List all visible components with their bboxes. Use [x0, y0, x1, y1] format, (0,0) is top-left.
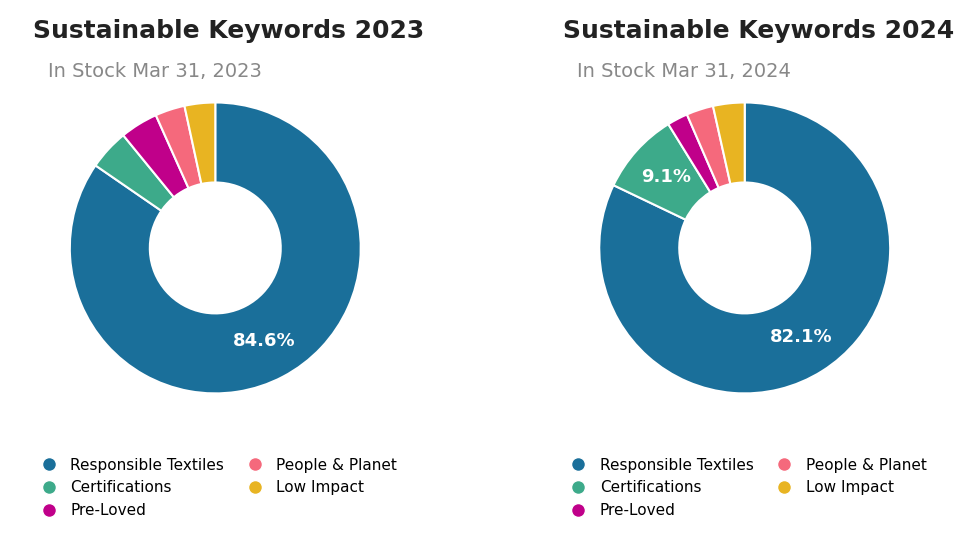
Wedge shape — [95, 136, 174, 211]
Wedge shape — [613, 124, 710, 220]
Text: 84.6%: 84.6% — [233, 332, 296, 350]
Text: In Stock Mar 31, 2023: In Stock Mar 31, 2023 — [48, 62, 262, 81]
Wedge shape — [184, 102, 215, 184]
Wedge shape — [713, 102, 745, 184]
Text: In Stock Mar 31, 2024: In Stock Mar 31, 2024 — [577, 62, 791, 81]
Wedge shape — [668, 115, 719, 192]
Text: 82.1%: 82.1% — [770, 328, 832, 346]
Wedge shape — [70, 102, 361, 393]
Legend: Responsible Textiles, Certifications, Pre-Loved, People & Planet, Low Impact: Responsible Textiles, Certifications, Pr… — [28, 451, 403, 524]
Wedge shape — [599, 102, 890, 393]
Wedge shape — [687, 106, 731, 188]
Text: Sustainable Keywords 2023: Sustainable Keywords 2023 — [34, 19, 424, 44]
Wedge shape — [156, 106, 202, 188]
Text: Sustainable Keywords 2024: Sustainable Keywords 2024 — [563, 19, 954, 44]
Text: 9.1%: 9.1% — [641, 169, 691, 186]
Legend: Responsible Textiles, Certifications, Pre-Loved, People & Planet, Low Impact: Responsible Textiles, Certifications, Pr… — [557, 451, 932, 524]
Wedge shape — [123, 115, 188, 197]
